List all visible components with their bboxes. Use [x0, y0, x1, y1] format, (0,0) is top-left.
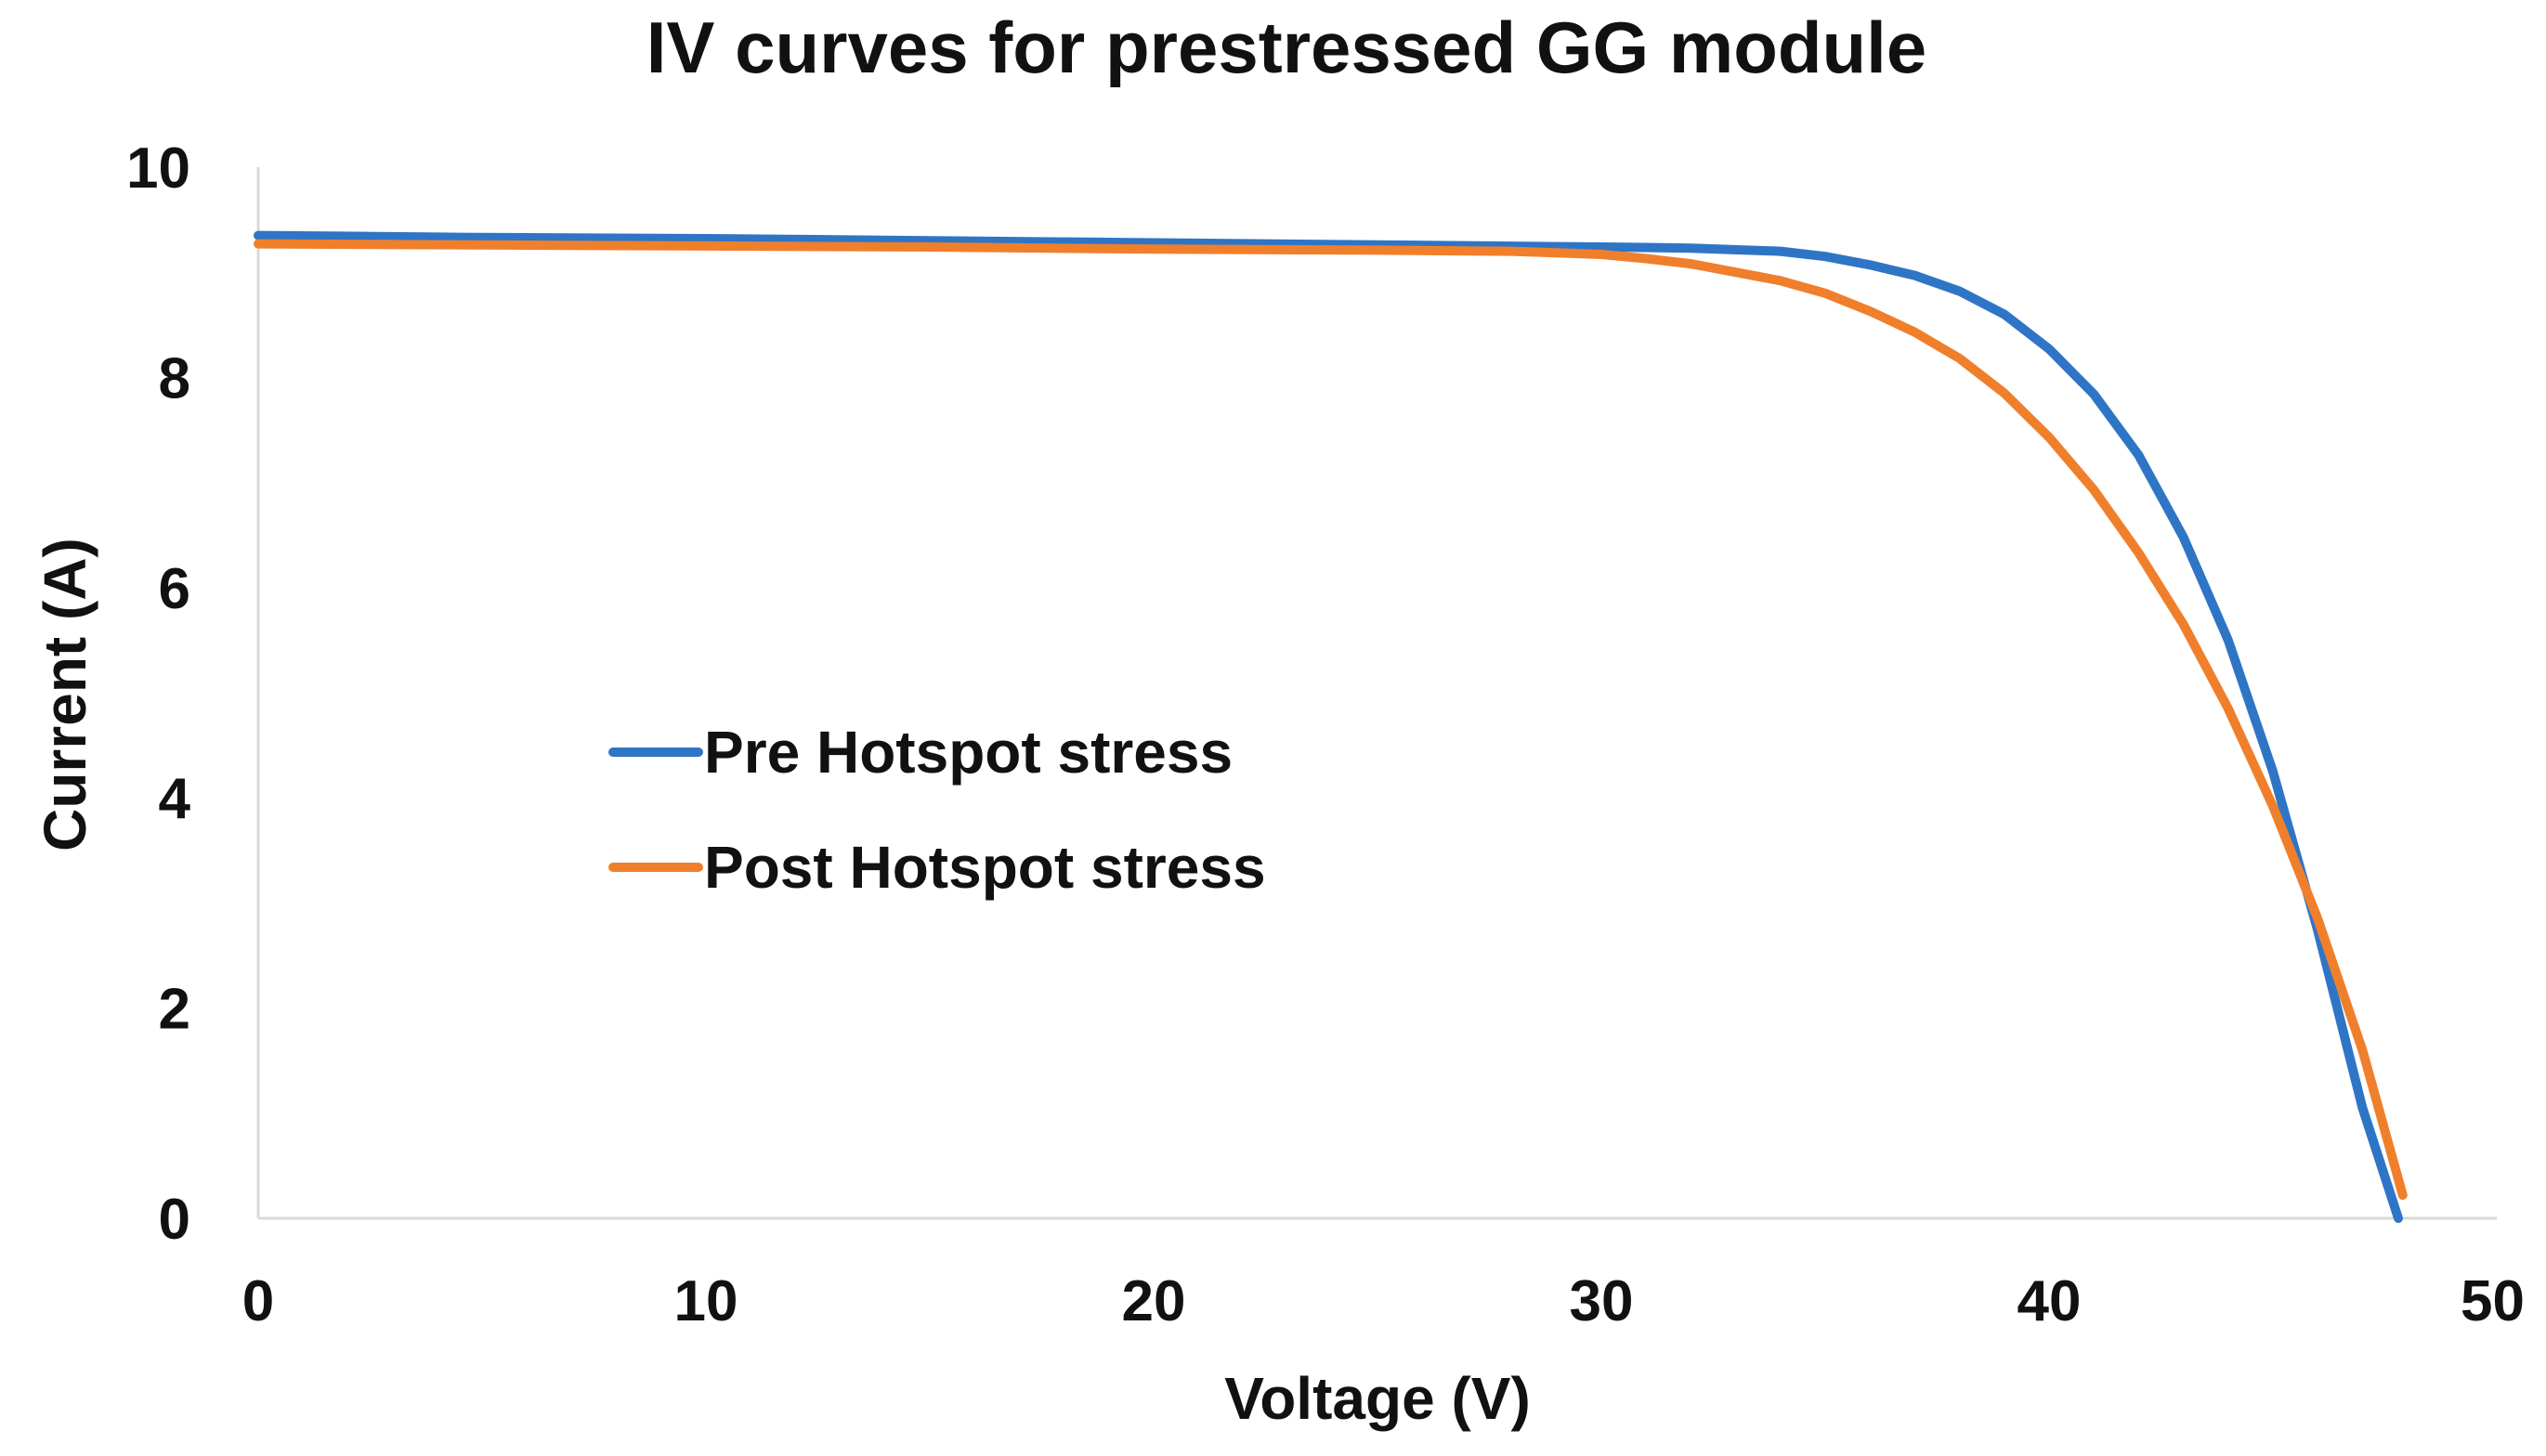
y-tick-label: 10 — [126, 136, 190, 201]
legend-label-post: Post Hotspot stress — [704, 834, 1266, 901]
x-tick-labels: 0 10 20 30 40 50 — [242, 1269, 2525, 1333]
legend: Pre Hotspot stress Post Hotspot stress — [608, 719, 1266, 901]
y-tick-label: 8 — [159, 346, 190, 410]
y-tick-label: 2 — [159, 978, 190, 1042]
series-line-pre-hotspot — [254, 230, 2403, 1223]
chart-title: IV curves for prestressed GG module — [646, 6, 1926, 88]
x-tick-label: 50 — [2461, 1269, 2525, 1333]
y-tick-label: 0 — [159, 1188, 190, 1252]
series-layer — [254, 230, 2408, 1223]
y-tick-label: 6 — [159, 557, 190, 621]
x-tick-label: 40 — [2017, 1269, 2082, 1333]
x-tick-label: 0 — [242, 1269, 274, 1333]
x-tick-label: 10 — [674, 1269, 738, 1333]
x-tick-label: 30 — [1570, 1269, 1634, 1333]
plot-area — [254, 167, 2497, 1223]
y-axis-title: Current (A) — [32, 538, 98, 852]
y-tick-labels: 0 2 4 6 8 10 — [126, 136, 190, 1252]
series-line-post-hotspot — [254, 239, 2408, 1201]
y-tick-label: 4 — [159, 767, 191, 831]
x-tick-label: 20 — [1122, 1269, 1186, 1333]
legend-label-pre: Pre Hotspot stress — [704, 719, 1233, 786]
x-axis-title: Voltage (V) — [1224, 1365, 1531, 1432]
